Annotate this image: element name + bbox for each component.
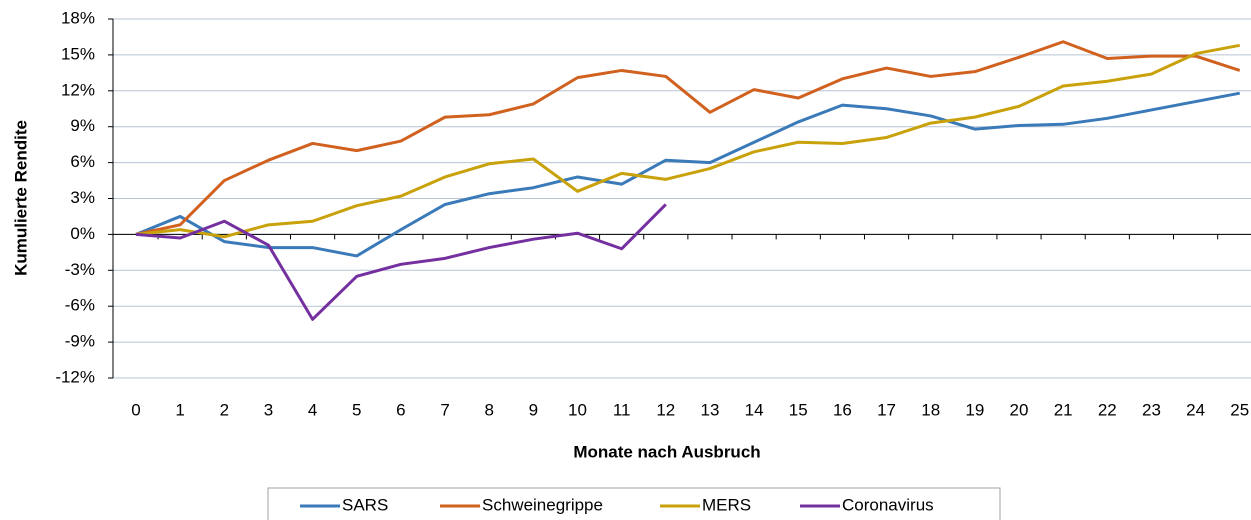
legend-box xyxy=(267,487,1001,520)
x-tick-label: 5 xyxy=(352,400,361,419)
x-tick-label: 18 xyxy=(921,400,940,419)
y-tick-label: -6% xyxy=(65,296,95,315)
x-tick-label: 17 xyxy=(877,400,896,419)
y-tick-label: 0% xyxy=(70,224,95,243)
x-tick-label: 15 xyxy=(789,400,808,419)
x-tick-label: 2 xyxy=(220,400,229,419)
x-tick-label: 13 xyxy=(700,400,719,419)
x-tick-label: 11 xyxy=(613,400,631,419)
y-tick-label: 9% xyxy=(70,116,95,135)
x-tick-label: 25 xyxy=(1230,400,1249,419)
series-line xyxy=(135,91,1241,258)
x-tick-label: 20 xyxy=(1010,400,1029,419)
x-tick-label: 16 xyxy=(833,400,852,419)
x-tick-label: 8 xyxy=(484,400,493,419)
x-tick-label: 3 xyxy=(264,400,273,419)
x-tick-label: 19 xyxy=(965,400,984,419)
y-axis-title: Kumulierte Rendite xyxy=(11,120,30,276)
x-tick-label: 9 xyxy=(529,400,538,419)
x-tick-label: 14 xyxy=(745,400,764,419)
x-tick-label: 0 xyxy=(131,400,140,419)
x-tick-label: 10 xyxy=(568,400,587,419)
x-tick-label: 24 xyxy=(1186,400,1205,419)
legend-label: Schweinegrippe xyxy=(482,495,603,514)
y-tick-label: -3% xyxy=(65,260,95,279)
y-tick-label: 18% xyxy=(61,8,95,27)
x-tick-label: 22 xyxy=(1098,400,1117,419)
x-tick-label: 21 xyxy=(1054,400,1073,419)
legend-label: SARS xyxy=(342,495,388,514)
y-tick-label: 6% xyxy=(70,152,95,171)
y-tick-label: 3% xyxy=(70,188,95,207)
x-tick-label: 12 xyxy=(656,400,675,419)
series-line xyxy=(135,203,667,321)
y-tick-label: -12% xyxy=(55,367,95,386)
x-tick-label: 1 xyxy=(175,400,184,419)
series-line xyxy=(135,40,1241,236)
x-tick-label: 7 xyxy=(440,400,449,419)
series-line xyxy=(135,43,1241,239)
x-tick-label: 6 xyxy=(396,400,405,419)
y-tick-label: 12% xyxy=(61,80,95,99)
x-tick-label: 23 xyxy=(1142,400,1161,419)
y-tick-label: -9% xyxy=(65,332,95,351)
legend-label: Coronavirus xyxy=(842,495,934,514)
legend-label: MERS xyxy=(702,495,751,514)
y-tick-label: 15% xyxy=(61,44,95,63)
x-axis-title: Monate nach Ausbruch xyxy=(573,442,760,461)
x-tick-label: 4 xyxy=(308,400,317,419)
